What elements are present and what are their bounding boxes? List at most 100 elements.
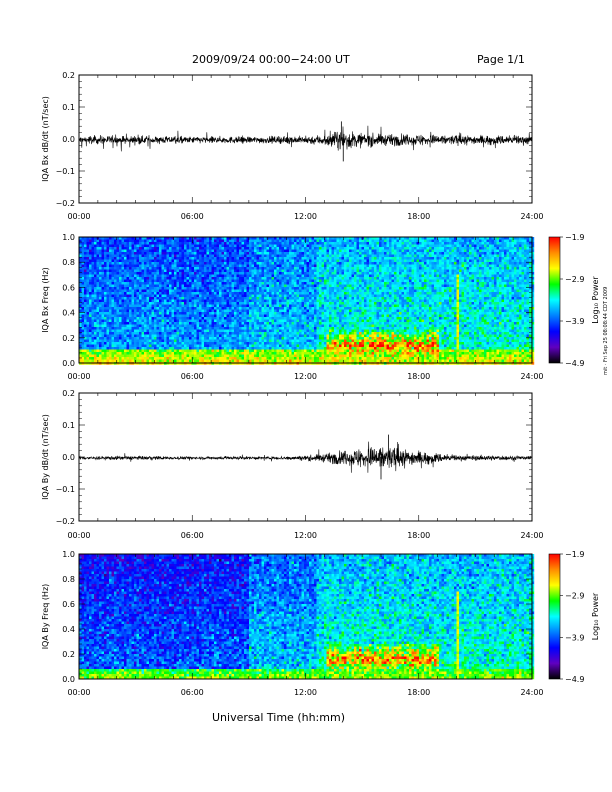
heatmap-cell [159, 257, 162, 260]
heatmap-cell [424, 282, 427, 285]
heatmap-cell [326, 279, 330, 283]
heatmap-cell [309, 294, 312, 298]
heatmap-cell [214, 264, 217, 268]
heatmap-cell [256, 294, 260, 298]
heatmap-cell [344, 267, 347, 270]
heatmap-cell [279, 237, 282, 240]
heatmap-cell [199, 282, 202, 285]
heatmap-cell [211, 289, 215, 293]
heatmap-cell [479, 259, 482, 263]
heatmap-cell [274, 257, 277, 260]
heatmap-cell [236, 292, 240, 295]
heatmap-cell [211, 259, 215, 263]
heatmap-cell [501, 292, 505, 295]
heatmap-cell [286, 252, 290, 255]
heatmap-cell [474, 242, 477, 245]
heatmap-cell [231, 264, 235, 268]
heatmap-cell [391, 289, 395, 293]
heatmap-cell [226, 267, 230, 270]
heatmap-cell [269, 297, 272, 300]
heatmap-cell [114, 252, 117, 255]
heatmap-cell [231, 244, 235, 248]
heatmap-cell [406, 244, 410, 248]
heatmap-cell [159, 277, 162, 280]
heatmap-cell [441, 302, 445, 305]
heatmap-cell [171, 237, 175, 240]
heatmap-cell [241, 247, 245, 250]
heatmap-cell [416, 279, 420, 283]
heatmap-cell [264, 252, 267, 255]
heatmap-cell [226, 294, 230, 298]
heatmap-cell [249, 244, 252, 248]
heatmap-cell [449, 284, 452, 288]
heatmap-cell [276, 302, 280, 305]
heatmap-cell [169, 257, 172, 260]
heatmap-cell [479, 282, 482, 285]
heatmap-cell [374, 272, 377, 275]
x-tick-label: 06:00 [181, 212, 204, 221]
heatmap-cell [94, 272, 97, 275]
heatmap-cell [91, 237, 95, 240]
heatmap-cell [369, 262, 372, 265]
heatmap-cell [389, 254, 392, 258]
heatmap-cell [426, 292, 430, 295]
heatmap-cell [269, 244, 272, 248]
heatmap-cell [154, 242, 157, 245]
heatmap-cell [524, 237, 527, 240]
heatmap-cell [209, 269, 212, 273]
heatmap-cell [416, 302, 420, 305]
heatmap-cell [401, 249, 405, 253]
x-tick-label: 18:00 [407, 212, 430, 221]
heatmap-cell [274, 292, 277, 295]
heatmap-cell [424, 244, 427, 248]
heatmap-cell [416, 284, 420, 288]
heatmap-cell [104, 292, 107, 295]
heatmap-cell [456, 289, 460, 293]
heatmap-cell [324, 264, 327, 268]
heatmap-cell [449, 247, 452, 250]
heatmap-cell [519, 242, 522, 245]
heatmap-cell [331, 299, 335, 303]
heatmap-cell [164, 287, 167, 290]
heatmap-cell [174, 292, 177, 295]
heatmap-cell [171, 277, 175, 280]
heatmap-cell [494, 289, 497, 293]
heatmap-cell [224, 302, 227, 305]
heatmap-cell [379, 247, 382, 250]
heatmap-cell [521, 294, 525, 298]
heatmap-cell [164, 299, 167, 303]
heatmap-cell [329, 244, 332, 248]
heatmap-cell [436, 269, 440, 273]
heatmap-cell [506, 272, 510, 275]
heatmap-cell [439, 282, 442, 285]
heatmap-cell [411, 237, 415, 240]
heatmap-cell [161, 262, 165, 265]
heatmap-cell [411, 294, 415, 298]
heatmap-cell [436, 254, 440, 258]
heatmap-cell [404, 257, 407, 260]
heatmap-cell [184, 299, 187, 303]
heatmap-cell [299, 252, 302, 255]
heatmap-cell [419, 297, 422, 300]
heatmap-cell [501, 297, 505, 300]
heatmap-cell [214, 242, 217, 245]
heatmap-cell [401, 252, 405, 255]
heatmap-cell [211, 264, 215, 268]
heatmap-cell [429, 302, 432, 305]
heatmap-cell [444, 294, 447, 298]
heatmap-cell [529, 292, 532, 295]
heatmap-cell [91, 299, 95, 303]
heatmap-cell [504, 237, 507, 240]
heatmap-cell [189, 299, 192, 303]
heatmap-cell [246, 269, 250, 273]
heatmap-cell [391, 239, 395, 243]
heatmap-cell [456, 247, 460, 250]
heatmap-cell [499, 262, 502, 265]
heatmap-cell [356, 262, 360, 265]
heatmap-cell [329, 269, 332, 273]
heatmap-cell [149, 302, 152, 305]
heatmap-cell [351, 287, 355, 290]
heatmap-cell [409, 267, 412, 270]
heatmap-cell [84, 264, 87, 268]
heatmap-cell [431, 279, 435, 283]
